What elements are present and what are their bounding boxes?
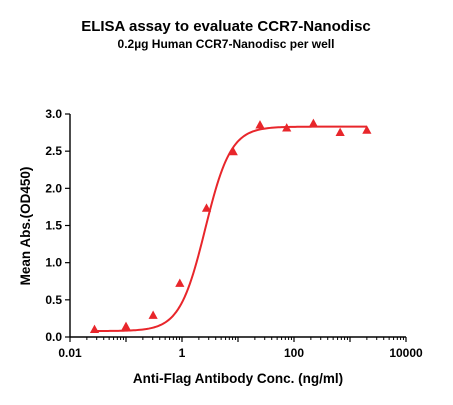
chart-title: ELISA assay to evaluate CCR7-Nanodisc	[81, 18, 371, 35]
fit-curve	[94, 125, 367, 333]
x-axis-label: Anti-Flag Antibody Conc. (ng/ml)	[133, 371, 343, 386]
data-point	[335, 127, 345, 136]
data-point	[121, 321, 131, 330]
data-point	[255, 120, 265, 129]
data-point	[201, 203, 212, 212]
data-point	[308, 118, 318, 128]
y-tick-label: 1.0	[45, 256, 62, 270]
x-tick-label: 0.01	[58, 346, 82, 360]
chart-subtitle: 0.2µg Human CCR7-Nanodisc per well	[118, 37, 335, 51]
data-point	[282, 123, 292, 132]
y-tick-label: 0.5	[45, 293, 62, 307]
x-tick-label: 100	[284, 346, 304, 360]
fit-curve-layer	[94, 125, 367, 333]
axes: 0.0 0.5 1.0 1.5 2.0 2.5 3.0 0.01 1 100 10000	[45, 107, 423, 360]
y-tick-label: 2.0	[45, 181, 62, 195]
x-tick-label: 1	[179, 346, 186, 360]
y-tick-label: 1.5	[45, 219, 62, 233]
y-tick-label: 0.0	[45, 330, 62, 344]
data-point	[148, 310, 158, 319]
y-tick-label: 2.5	[45, 144, 62, 158]
data-point	[228, 146, 238, 156]
data-points-layer	[89, 118, 372, 333]
x-tick-label: 10000	[389, 346, 423, 360]
data-point	[175, 278, 185, 287]
data-point	[362, 125, 372, 134]
data-point	[89, 324, 100, 333]
y-tick-label: 3.0	[45, 107, 62, 121]
y-axis-label: Mean Abs.(OD450)	[18, 167, 33, 286]
